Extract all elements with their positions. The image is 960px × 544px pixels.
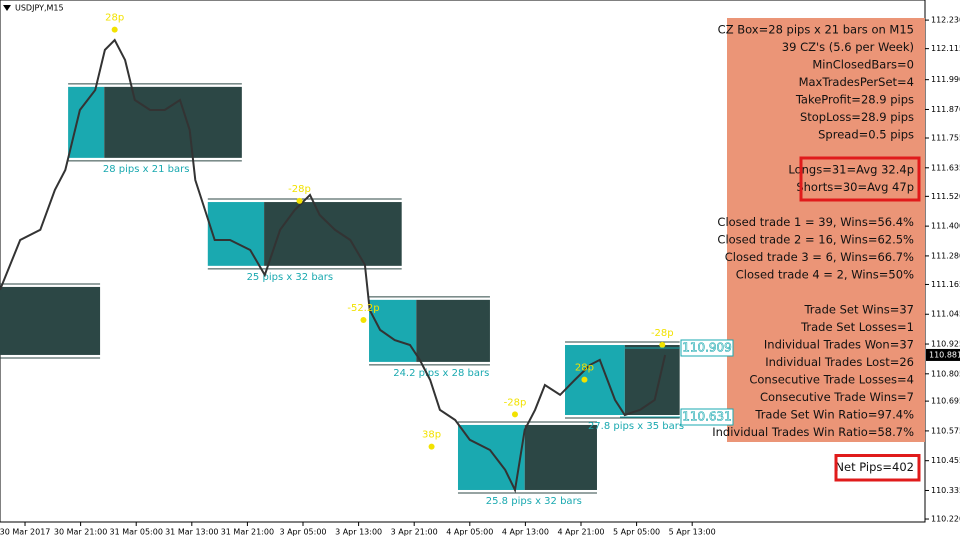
y-tick-label: 111.520: [931, 192, 960, 201]
panel-line: Consecutive Trade Losses=4: [749, 373, 914, 387]
y-tick-label: 110.925: [931, 340, 960, 349]
zone-teal: [68, 86, 105, 158]
menu-arrow: [3, 5, 11, 11]
trade-point: [111, 26, 118, 33]
x-tick-label: 3 Apr 13:00: [335, 528, 382, 537]
panel-line: Trade Set Losses=1: [800, 320, 914, 334]
zone-dark: [416, 299, 490, 362]
trade-point: [428, 443, 435, 450]
current-price: 110.881: [929, 350, 960, 359]
panel-line: 39 CZ's (5.6 per Week): [782, 40, 914, 54]
zone-label: 25.8 pips x 32 bars: [486, 496, 582, 507]
trade-point: [511, 411, 518, 418]
price-tag-box: [680, 339, 734, 357]
x-tick-label: 31 Mar 13:00: [165, 528, 218, 537]
panel-line: Trade Set Win Ratio=97.4%: [754, 408, 914, 422]
y-tick-label: 112.230: [931, 16, 960, 25]
zone-dark: [104, 86, 242, 158]
trade-label: -28p: [288, 184, 311, 195]
panel-line: Consecutive Trade Wins=7: [760, 390, 914, 404]
x-tick-label: 4 Apr 13:00: [502, 528, 549, 537]
x-tick-label: 4 Apr 21:00: [557, 528, 604, 537]
zone-dark: [264, 202, 402, 266]
chart-title: USDJPY,M15: [15, 4, 64, 13]
x-tick-label: 31 Mar 05:00: [110, 528, 163, 537]
y-tick-label: 110.805: [931, 369, 960, 378]
panel-line: StopLoss=28.9 pips: [800, 110, 914, 124]
x-tick-label: 30 Mar 21:00: [54, 528, 107, 537]
panel-line: Trade Set Wins=37: [803, 303, 914, 317]
y-tick-label: 111.755: [931, 134, 960, 143]
x-tick-label: 3 Apr 05:00: [279, 528, 326, 537]
zone-teal: [207, 202, 265, 266]
x-tick-label: 3 Apr 21:00: [391, 528, 438, 537]
x-tick-label: 31 Mar 21:00: [221, 528, 274, 537]
panel-line: Net Pips=402: [835, 460, 914, 474]
zone-dark: [524, 424, 597, 490]
zone-label: 28 pips x 21 bars: [103, 164, 190, 175]
y-tick-label: 111.870: [931, 105, 960, 114]
panel-line: Closed trade 4 = 2, Wins=50%: [736, 268, 914, 282]
y-tick-label: 110.220: [931, 515, 960, 524]
panel-line: Closed trade 3 = 6, Wins=66.7%: [725, 250, 914, 264]
trade-point: [659, 341, 666, 348]
y-tick-label: 110.455: [931, 456, 960, 465]
trade-label: 28p: [105, 13, 124, 24]
panel-line: TakeProfit=28.9 pips: [795, 93, 914, 107]
panel-line: Individual Trades Won=37: [764, 338, 914, 352]
price-tag-box: [680, 408, 734, 426]
x-tick-label: 4 Apr 05:00: [446, 528, 493, 537]
panel-line: Closed trade 2 = 16, Wins=62.5%: [717, 233, 914, 247]
x-tick-label: 5 Apr 05:00: [613, 528, 660, 537]
y-tick-label: 111.045: [931, 310, 960, 319]
zone-teal: [457, 424, 525, 490]
panel-line: CZ Box=28 pips x 21 bars on M15: [718, 23, 914, 37]
price-line: [0, 38, 667, 494]
trade-point: [581, 376, 588, 383]
panel-line: Individual Trades Win Ratio=58.7%: [712, 425, 914, 439]
x-tick-label: 5 Apr 13:00: [669, 528, 716, 537]
zone-label: 24.2 pips x 28 bars: [393, 368, 489, 379]
x-tick-label: 30 Mar 2017: [0, 528, 50, 537]
highlight-box: [834, 454, 921, 482]
y-tick-label: 110.335: [931, 486, 960, 495]
panel-line: MinClosedBars=0: [812, 58, 914, 72]
current-price-box: [926, 348, 960, 361]
panel-line: Longs=31=Avg 32.4p: [788, 163, 914, 177]
zone-label: 25 pips x 32 bars: [247, 272, 334, 283]
trade-label: 28p: [575, 363, 594, 374]
zone-dark: [624, 345, 680, 416]
y-tick-label: 112.115: [931, 44, 960, 53]
info-panel: CZ Box=28 pips x 21 bars on M15 39 CZ's (…: [712, 18, 925, 482]
y-tick-label: 111.280: [931, 251, 960, 260]
zone-label: 27.8 pips x 35 bars: [588, 421, 684, 432]
trade-label: 38p: [422, 430, 441, 441]
y-tick-label: 110.575: [931, 426, 960, 435]
trade-point: [360, 317, 367, 324]
y-tick-label: 111.400: [931, 222, 960, 231]
y-tick-label: 111.635: [931, 163, 960, 172]
y-tick-label: 111.165: [931, 280, 960, 289]
trade-label: -28p: [504, 397, 527, 408]
panel-line: Spread=0.5 pips: [818, 128, 914, 142]
highlight-box: [799, 156, 921, 202]
panel-line: Closed trade 1 = 39, Wins=56.4%: [717, 215, 914, 229]
trade-point: [296, 197, 303, 204]
trade-label: -52.2p: [347, 303, 379, 314]
price-tag: 110.631: [682, 410, 732, 424]
y-tick-label: 111.990: [931, 75, 960, 84]
zone-dark: [0, 286, 101, 355]
panel-bg: [727, 18, 925, 442]
panel-line: MaxTradesPerSet=4: [799, 75, 914, 89]
panel-line: Individual Trades Lost=26: [765, 355, 914, 369]
zone-teal: [369, 299, 417, 362]
trade-label: -28p: [651, 328, 674, 339]
price-tag: 110.909: [682, 341, 732, 355]
panel-line: Shorts=30=Avg 47p: [796, 180, 914, 194]
y-tick-label: 110.695: [931, 397, 960, 406]
